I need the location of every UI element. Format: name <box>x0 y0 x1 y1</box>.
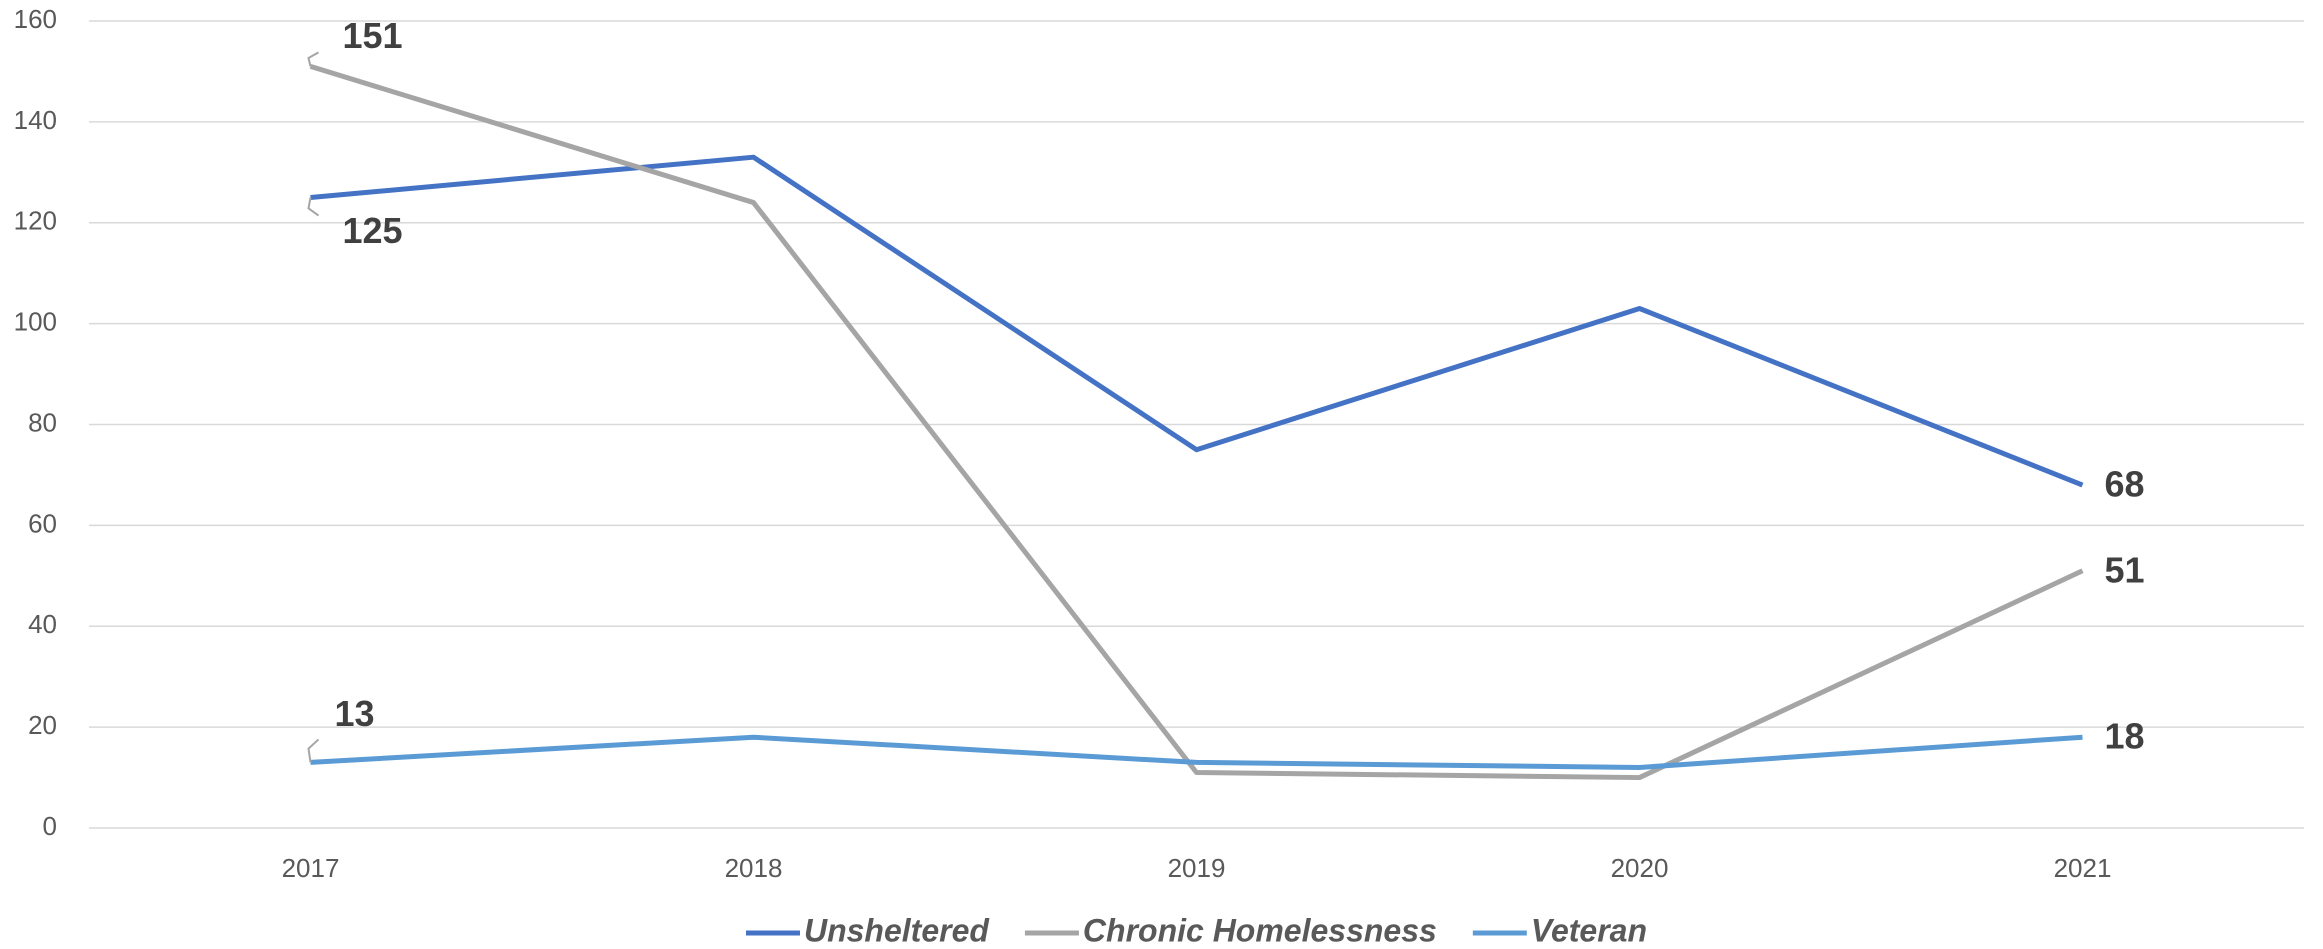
leader-line <box>307 51 319 67</box>
data-label: 151 <box>343 15 403 56</box>
legend-label: Unsheltered <box>804 912 990 948</box>
series-line <box>310 154 2084 488</box>
legend: Unsheltered Chronic Homelessness Veteran <box>745 912 1647 948</box>
leader-line <box>307 738 320 763</box>
y-tick-label: 100 <box>14 307 57 337</box>
y-tick-label: 60 <box>28 508 57 538</box>
legend-label: Chronic Homelessness <box>1083 912 1437 948</box>
data-label: 68 <box>2105 464 2145 505</box>
x-tick-label: 2019 <box>1168 853 1226 883</box>
y-tick-label: 20 <box>28 710 57 740</box>
y-tick-label: 40 <box>28 609 57 639</box>
legend-label: Veteran <box>1531 912 1647 948</box>
data-label: 51 <box>2105 549 2145 590</box>
x-tick-label: 2021 <box>2054 853 2112 883</box>
x-tick-label: 2017 <box>282 853 340 883</box>
x-tick-label: 2018 <box>725 853 783 883</box>
x-tick-label: 2020 <box>1611 853 1669 883</box>
y-tick-label: 140 <box>14 105 57 135</box>
y-tick-label: 80 <box>28 407 57 437</box>
y-tick-label: 0 <box>43 811 57 841</box>
data-label: 18 <box>2105 716 2145 757</box>
leader-line <box>307 197 320 217</box>
series-line <box>310 734 2083 770</box>
y-tick-label: 160 <box>14 4 57 34</box>
data-label: 13 <box>335 693 375 734</box>
series-line <box>309 64 2084 781</box>
y-tick-label: 120 <box>14 206 57 236</box>
data-label: 125 <box>343 210 403 251</box>
